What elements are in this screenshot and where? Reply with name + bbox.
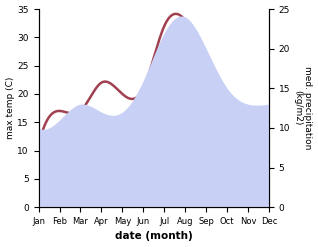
X-axis label: date (month): date (month) — [115, 231, 193, 242]
Y-axis label: med. precipitation
(kg/m2): med. precipitation (kg/m2) — [293, 66, 313, 150]
Y-axis label: max temp (C): max temp (C) — [5, 77, 15, 139]
